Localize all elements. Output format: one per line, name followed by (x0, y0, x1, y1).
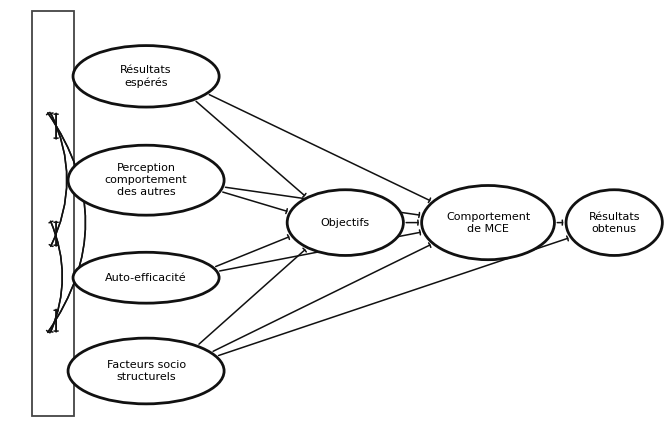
Ellipse shape (73, 252, 219, 303)
Text: Résultats
obtenus: Résultats obtenus (588, 212, 640, 234)
Text: Perception
comportement
des autres: Perception comportement des autres (105, 163, 187, 197)
Ellipse shape (288, 190, 404, 255)
Text: Facteurs socio
structurels: Facteurs socio structurels (106, 360, 186, 382)
Bar (32, 11, 74, 416)
Text: Auto-efficacité: Auto-efficacité (106, 273, 187, 283)
Ellipse shape (68, 338, 224, 404)
Text: Objectifs: Objectifs (321, 218, 370, 228)
Ellipse shape (566, 190, 663, 255)
Ellipse shape (68, 145, 224, 215)
Text: Comportement
de MCE: Comportement de MCE (446, 212, 530, 234)
Ellipse shape (73, 46, 219, 107)
Text: Résultats
espérés: Résultats espérés (120, 65, 172, 88)
Ellipse shape (422, 186, 554, 259)
